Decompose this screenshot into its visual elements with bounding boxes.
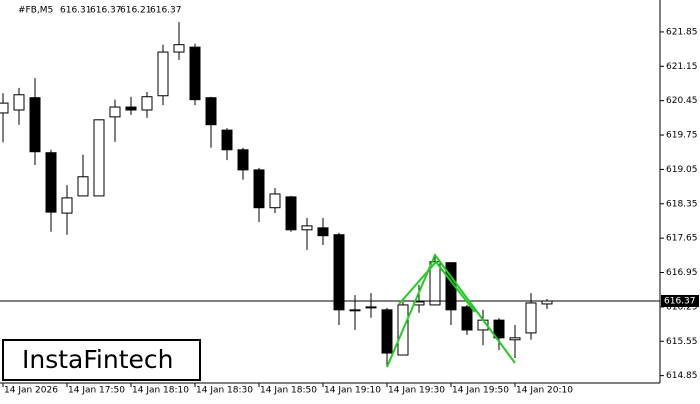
x-tick-label: 14 Jan 18:30 <box>196 386 253 396</box>
watermark: InstaFintech <box>22 345 174 374</box>
x-tick-label: 14 Jan 18:10 <box>132 386 189 396</box>
candle-body <box>301 225 313 231</box>
header-value: 616.37 <box>150 6 182 16</box>
candle-body <box>173 44 185 53</box>
candle-body <box>93 119 105 197</box>
candle-body <box>381 309 393 354</box>
x-tick-label: 14 Jan 19:30 <box>388 386 445 396</box>
y-tick-label: 621.15 <box>666 62 698 72</box>
candle-body <box>13 94 25 111</box>
candle-body <box>253 169 265 209</box>
y-tick-label: 617.65 <box>666 234 698 244</box>
x-tick-label: 14 Jan 18:50 <box>260 386 317 396</box>
candle-body <box>125 106 137 111</box>
x-tick-label: 14 Jan 17:50 <box>68 386 125 396</box>
candle-body <box>77 176 89 197</box>
candle-body <box>189 46 201 101</box>
y-tick-label: 619.05 <box>666 165 698 175</box>
y-tick-label: 619.75 <box>666 131 698 141</box>
candle-body <box>509 337 521 341</box>
symbol: #FB,M5 <box>18 6 53 16</box>
y-tick-label: 618.35 <box>666 199 698 209</box>
y-tick-label: 615.55 <box>666 337 698 347</box>
candle-body <box>45 152 57 213</box>
y-tick-label: 621.85 <box>666 27 698 37</box>
candle-body <box>109 106 121 118</box>
header-value: 616.31 <box>60 6 92 16</box>
x-tick-label: 14 Jan 20:10 <box>516 386 573 396</box>
candle-body <box>317 227 329 237</box>
candle-body <box>525 302 537 334</box>
candle-body <box>349 309 361 312</box>
x-tick-label: 14 Jan 19:50 <box>452 386 509 396</box>
pattern-line <box>398 260 476 313</box>
y-tick-label: 620.45 <box>666 96 698 106</box>
pattern-line <box>386 253 516 368</box>
candle-body <box>237 149 249 171</box>
last-price-box <box>661 294 699 307</box>
y-tick-label: 614.85 <box>666 371 698 381</box>
candle-body <box>461 306 473 331</box>
watermark-box <box>2 339 201 381</box>
candle-body <box>141 96 153 111</box>
header-value: 616.37 <box>90 6 122 16</box>
candle-body <box>365 306 377 309</box>
y-tick-label: 616.95 <box>666 268 698 278</box>
candle-body <box>61 197 73 214</box>
x-tick-label: 14 Jan 2026 <box>4 386 58 396</box>
candle-body <box>0 102 9 114</box>
candle-body <box>333 234 345 311</box>
y-tick-label: 616.25 <box>666 302 698 312</box>
candle-body <box>493 319 505 339</box>
header-value: 616.21 <box>120 6 152 16</box>
candle-body <box>285 196 297 231</box>
candle-body <box>29 97 41 153</box>
last-price-label: 616.37 <box>664 296 696 306</box>
candle-body <box>157 51 169 97</box>
x-tick-label: 14 Jan 19:10 <box>324 386 381 396</box>
candle-body <box>205 97 217 126</box>
candle-body <box>269 193 281 209</box>
candle-body <box>221 129 233 151</box>
